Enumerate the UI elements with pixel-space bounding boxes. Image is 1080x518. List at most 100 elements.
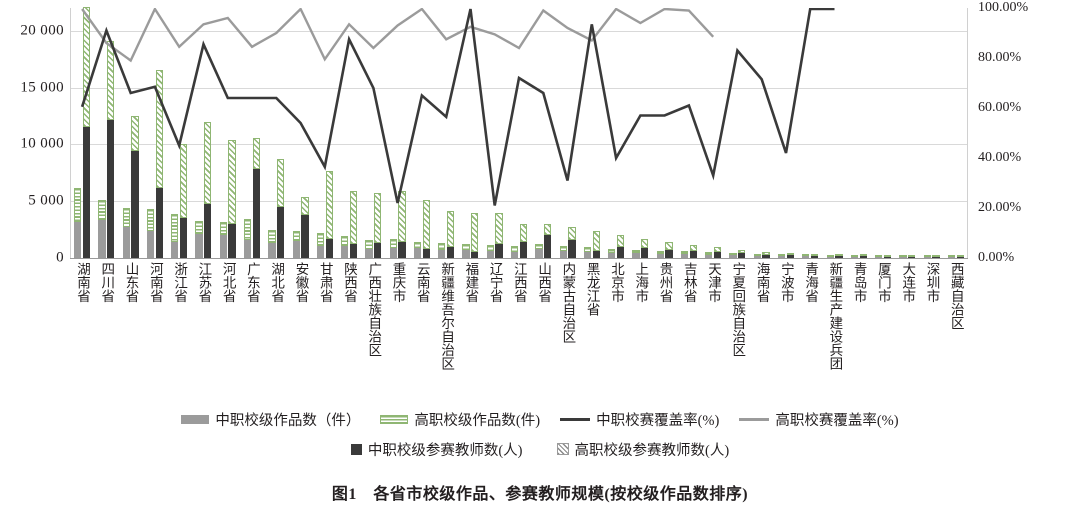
bar-teachers: [956, 254, 964, 258]
bar-group: [483, 8, 507, 258]
bar-works-base: [875, 256, 883, 258]
bar-teachers-top: [301, 197, 309, 215]
bar-teachers-top: [883, 254, 892, 257]
x-axis-label: 湖北省: [269, 262, 285, 303]
bar-teachers-base: [446, 247, 455, 258]
bar-group: [410, 8, 434, 258]
axis-line-left: [70, 8, 71, 258]
bar-works-top: [171, 214, 179, 243]
bar-works-top: [777, 254, 786, 257]
bar-works: [680, 251, 689, 258]
bar-teachers-top: [641, 239, 649, 249]
bar-teachers-top: [519, 223, 527, 243]
bar-group: [191, 8, 215, 258]
legend-item[interactable]: 中职校赛覆盖率(%): [560, 409, 719, 430]
x-axis-label: 江苏省: [196, 262, 212, 303]
bar-group: [604, 8, 628, 258]
gridline: [70, 201, 968, 203]
bar-group: [725, 8, 749, 258]
bar-works-top: [74, 187, 82, 223]
legend-item[interactable]: 高职校级作品数(件): [380, 409, 540, 430]
bar-works-base: [389, 247, 397, 258]
bar-group: [386, 8, 410, 258]
bar-works-base: [656, 253, 664, 258]
bar-works: [195, 220, 203, 258]
bar-teachers-base: [908, 256, 916, 258]
bar-works-base: [171, 242, 179, 258]
bar-teachers-top: [932, 254, 940, 257]
bar-group: [555, 8, 579, 258]
bar-teachers-base: [835, 256, 843, 258]
legend-item[interactable]: 中职校级参赛教师数(人): [350, 439, 523, 460]
legend-item[interactable]: 高职校级参赛教师数(人): [556, 439, 729, 460]
bar-works-base: [753, 255, 761, 258]
bar-teachers-base: [398, 241, 406, 258]
bar-works-base: [559, 250, 567, 258]
plot-area: [70, 6, 968, 259]
bar-teachers-base: [228, 224, 236, 258]
bar-teachers: [932, 254, 940, 258]
bar-works: [74, 187, 82, 258]
bar-teachers-base: [131, 151, 139, 258]
bar-works-base: [777, 256, 786, 258]
legend-item[interactable]: 高职校赛覆盖率(%): [739, 409, 899, 430]
bar-teachers: [422, 199, 430, 258]
x-axis-label: 吉林省: [681, 262, 697, 303]
x-axis-label: 山西省: [536, 262, 552, 303]
bar-group: [531, 8, 555, 258]
bar-group: [337, 8, 361, 258]
bar-teachers-top: [204, 122, 212, 205]
x-axis-label: 青岛市: [851, 262, 867, 303]
bar-group: [677, 8, 701, 258]
bar-teachers: [543, 223, 552, 258]
bar-teachers-base: [155, 188, 163, 258]
bar-teachers-top: [374, 192, 382, 243]
bar-teachers-top: [665, 242, 673, 251]
bar-teachers-base: [689, 251, 697, 258]
bar-teachers: [665, 242, 673, 258]
bar-teachers-base: [786, 255, 794, 258]
bar-works-base: [899, 257, 907, 258]
y-tick-left: 0: [56, 249, 64, 266]
bar-works-base: [535, 248, 543, 258]
swatch-hatch-icon: [556, 443, 569, 455]
bar-works-top: [559, 245, 567, 251]
bars-layer: [70, 6, 968, 258]
bar-teachers-base: [762, 254, 770, 258]
bar-teachers-top: [325, 171, 333, 240]
bar-works-base: [632, 253, 640, 258]
bar-teachers: [277, 159, 285, 258]
legend-item[interactable]: 中职校级作品数（件）: [181, 409, 360, 430]
x-axis-label: 北京市: [608, 262, 624, 303]
bar-teachers-top: [422, 199, 430, 249]
x-axis-label: 湖南省: [75, 262, 91, 303]
bar-works-top: [826, 254, 834, 257]
bar-teachers-top: [252, 138, 261, 169]
bar-works-base: [413, 247, 422, 258]
x-axis-label: 四川省: [99, 262, 115, 303]
bar-works-top: [680, 251, 689, 255]
bar-works-base: [947, 257, 956, 258]
bar-group: [264, 8, 288, 258]
bar-works-top: [244, 219, 252, 240]
bar-teachers-top: [592, 230, 600, 252]
bar-group: [822, 8, 846, 258]
bar-works: [656, 250, 664, 258]
bar-works-top: [316, 233, 325, 247]
bar-works: [608, 248, 616, 258]
y-tick-right: 80.00%: [978, 50, 1022, 65]
bar-teachers: [689, 244, 697, 258]
bar-teachers: [592, 230, 600, 258]
bar-works-base: [923, 257, 931, 258]
bar-works-top: [535, 244, 543, 249]
axis-line-right: [967, 8, 968, 258]
bar-teachers-base: [471, 251, 479, 258]
bar-teachers-base: [665, 250, 673, 258]
legend-label: 高职校级作品数(件): [414, 412, 541, 429]
bar-teachers: [204, 122, 212, 258]
bar-works-top: [850, 254, 859, 257]
bar-group: [288, 8, 312, 258]
bar-teachers: [519, 223, 527, 258]
bar-teachers-base: [349, 244, 358, 258]
bar-teachers-base: [519, 242, 527, 258]
